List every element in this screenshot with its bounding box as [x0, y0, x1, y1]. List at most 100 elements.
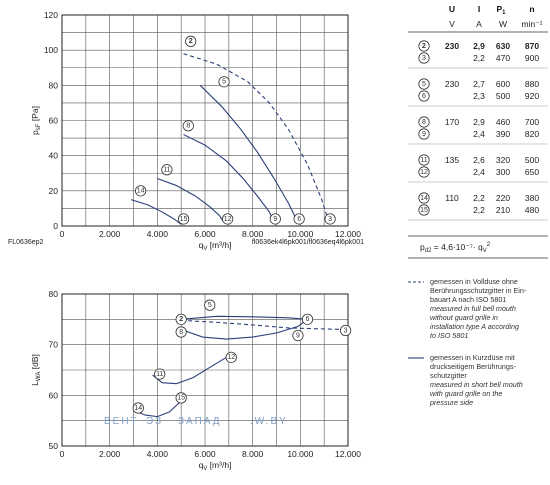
x-tick-label: 8.000: [242, 229, 264, 239]
row-marker-12-circle: [418, 166, 430, 178]
curve-start-marker-5: 5: [218, 76, 230, 88]
x-tick-label: 10.000: [287, 229, 313, 239]
y-tick-label: 50: [49, 441, 59, 451]
y-tick-label: 20: [49, 186, 59, 196]
cell-U: 170: [445, 117, 459, 127]
watermark-text: ЗАПАД: [178, 416, 222, 427]
cell-I: 2,9: [473, 117, 485, 127]
x-tick-label: 12.000: [335, 449, 361, 459]
x-axis-symbol: q: [199, 240, 204, 250]
row-marker-12: 12: [418, 166, 430, 178]
cell-n: 880: [525, 79, 539, 89]
row-marker-15: 15: [418, 204, 430, 216]
cell-n: 920: [525, 91, 539, 101]
series-line-5: [199, 84, 299, 223]
curve-marker-9: 9: [292, 329, 304, 342]
cell-P1: 320: [496, 155, 510, 165]
cell-I: 2,7: [473, 79, 485, 89]
col-header-P: P: [496, 4, 502, 14]
y-tick-label: 40: [49, 151, 59, 161]
curve-marker-11-circle: [154, 368, 166, 380]
legend-dashed-de-line: Berührungsschutzgitter in Ein-: [430, 286, 527, 295]
row-marker-5: 5: [418, 78, 430, 90]
curve-marker-5-label: 5: [208, 302, 212, 309]
y-tick-label: 0: [53, 221, 58, 231]
x-axis-subscript: V: [203, 466, 207, 472]
curve-end-marker-9: 9: [269, 213, 281, 225]
row-marker-14-circle: [418, 192, 430, 204]
legend-solid-en-line: pressure side: [429, 398, 473, 407]
cell-U: 230: [445, 79, 459, 89]
series-line-14-15: [135, 398, 184, 418]
unit-label: W: [499, 19, 507, 29]
cell-I: 2,2: [473, 205, 485, 215]
cell-n: 480: [525, 205, 539, 215]
legend-solid-de-line: gemessen in Kurzdüse mit: [430, 353, 515, 362]
curve-marker-3-label: 3: [344, 327, 348, 334]
legend: gemessen in Vollduse ohneBerührungsschut…: [408, 277, 527, 407]
cell-I: 2,9: [473, 41, 485, 51]
row-marker-3: 3: [418, 52, 430, 64]
col-header-n: n: [529, 4, 534, 14]
series-line-8: [183, 134, 275, 223]
curve-end-marker-3: 3: [324, 213, 336, 225]
curve-end-marker-6-circle: [293, 213, 305, 225]
x-tick-label: 4.000: [147, 449, 169, 459]
x-tick-label: 4.000: [147, 229, 169, 239]
cell-n: 820: [525, 129, 539, 139]
curve-start-marker-11-label: 11: [163, 167, 170, 174]
curve-end-marker-15-label: 15: [180, 216, 188, 223]
row-marker-2: 2: [418, 40, 430, 52]
series-line-11: [157, 178, 225, 223]
row-marker-11: 11: [418, 154, 430, 166]
cell-U: 230: [445, 41, 459, 51]
cell-n: 900: [525, 53, 539, 63]
x-tick-label: 0: [60, 229, 65, 239]
curve-marker-9-circle: [292, 329, 304, 342]
unit-label: min⁻¹: [521, 19, 542, 29]
formula-subscript-v: V: [483, 248, 487, 254]
y-axis-subscript: sF: [36, 123, 42, 130]
curve-marker-11-label: 11: [156, 371, 163, 378]
plot-frame: [61, 14, 349, 227]
curve-end-marker-9-circle: [269, 213, 281, 225]
watermark-text: .W.BY: [250, 416, 288, 427]
row-marker-14: 14: [418, 192, 430, 204]
series-line-2-3: [181, 319, 349, 331]
watermark: ВЕНТ ЭЗ ЗАПАД .W.BY: [104, 416, 288, 427]
curve-marker-14-circle: [132, 402, 144, 414]
curve-marker-8-circle: [175, 326, 187, 338]
y-axis-unit: [dB]: [30, 354, 40, 371]
legend-solid-en-line: with guard grille on the: [430, 389, 502, 398]
watermark-text: ВЕНТ: [104, 416, 139, 427]
y-axis-symbol: p: [30, 130, 40, 135]
x-axis-unit: [m³/h]: [207, 460, 231, 470]
cell-P1: 220: [496, 193, 510, 203]
row-marker-15-circle: [418, 204, 430, 216]
sound-power-chart: 0 2.000 4.000 6.000 8.000 10.000 12.000 50 60 70 8…: [30, 289, 361, 472]
curve-marker-8: 8: [175, 326, 187, 338]
legend-dashed-en-line: installation type A according: [430, 322, 519, 331]
curve-marker-3-circle: [340, 324, 352, 337]
legend-solid-de-line: druckseitigem Berührungs-: [430, 362, 516, 371]
cell-P1: 460: [496, 117, 510, 127]
cell-P1: 470: [496, 53, 510, 63]
y-tick-label: 80: [49, 289, 59, 299]
row-marker-12-label: 12: [420, 169, 428, 176]
curve-marker-6: 6: [301, 313, 314, 325]
legend-solid-en-line: measured in short bell mouth: [430, 380, 523, 389]
row-marker-6: 6: [418, 90, 430, 102]
x-axis-label: qV [m³/h]: [199, 240, 232, 252]
watermark-text: ЭЗ: [146, 416, 163, 427]
cell-n: 500: [525, 155, 539, 165]
row-marker-8: 8: [418, 116, 430, 128]
x-tick-label: 2.000: [99, 229, 121, 239]
cell-I: 2,2: [473, 53, 485, 63]
curve-marker-12-circle: [225, 351, 237, 363]
x-axis-label: qV [m³/h]: [199, 460, 232, 472]
curve-marker-14: 14: [132, 402, 144, 414]
plot-frame: [61, 293, 349, 447]
curve-end-marker-3-label: 3: [328, 216, 332, 223]
cell-P1: 300: [496, 167, 510, 177]
